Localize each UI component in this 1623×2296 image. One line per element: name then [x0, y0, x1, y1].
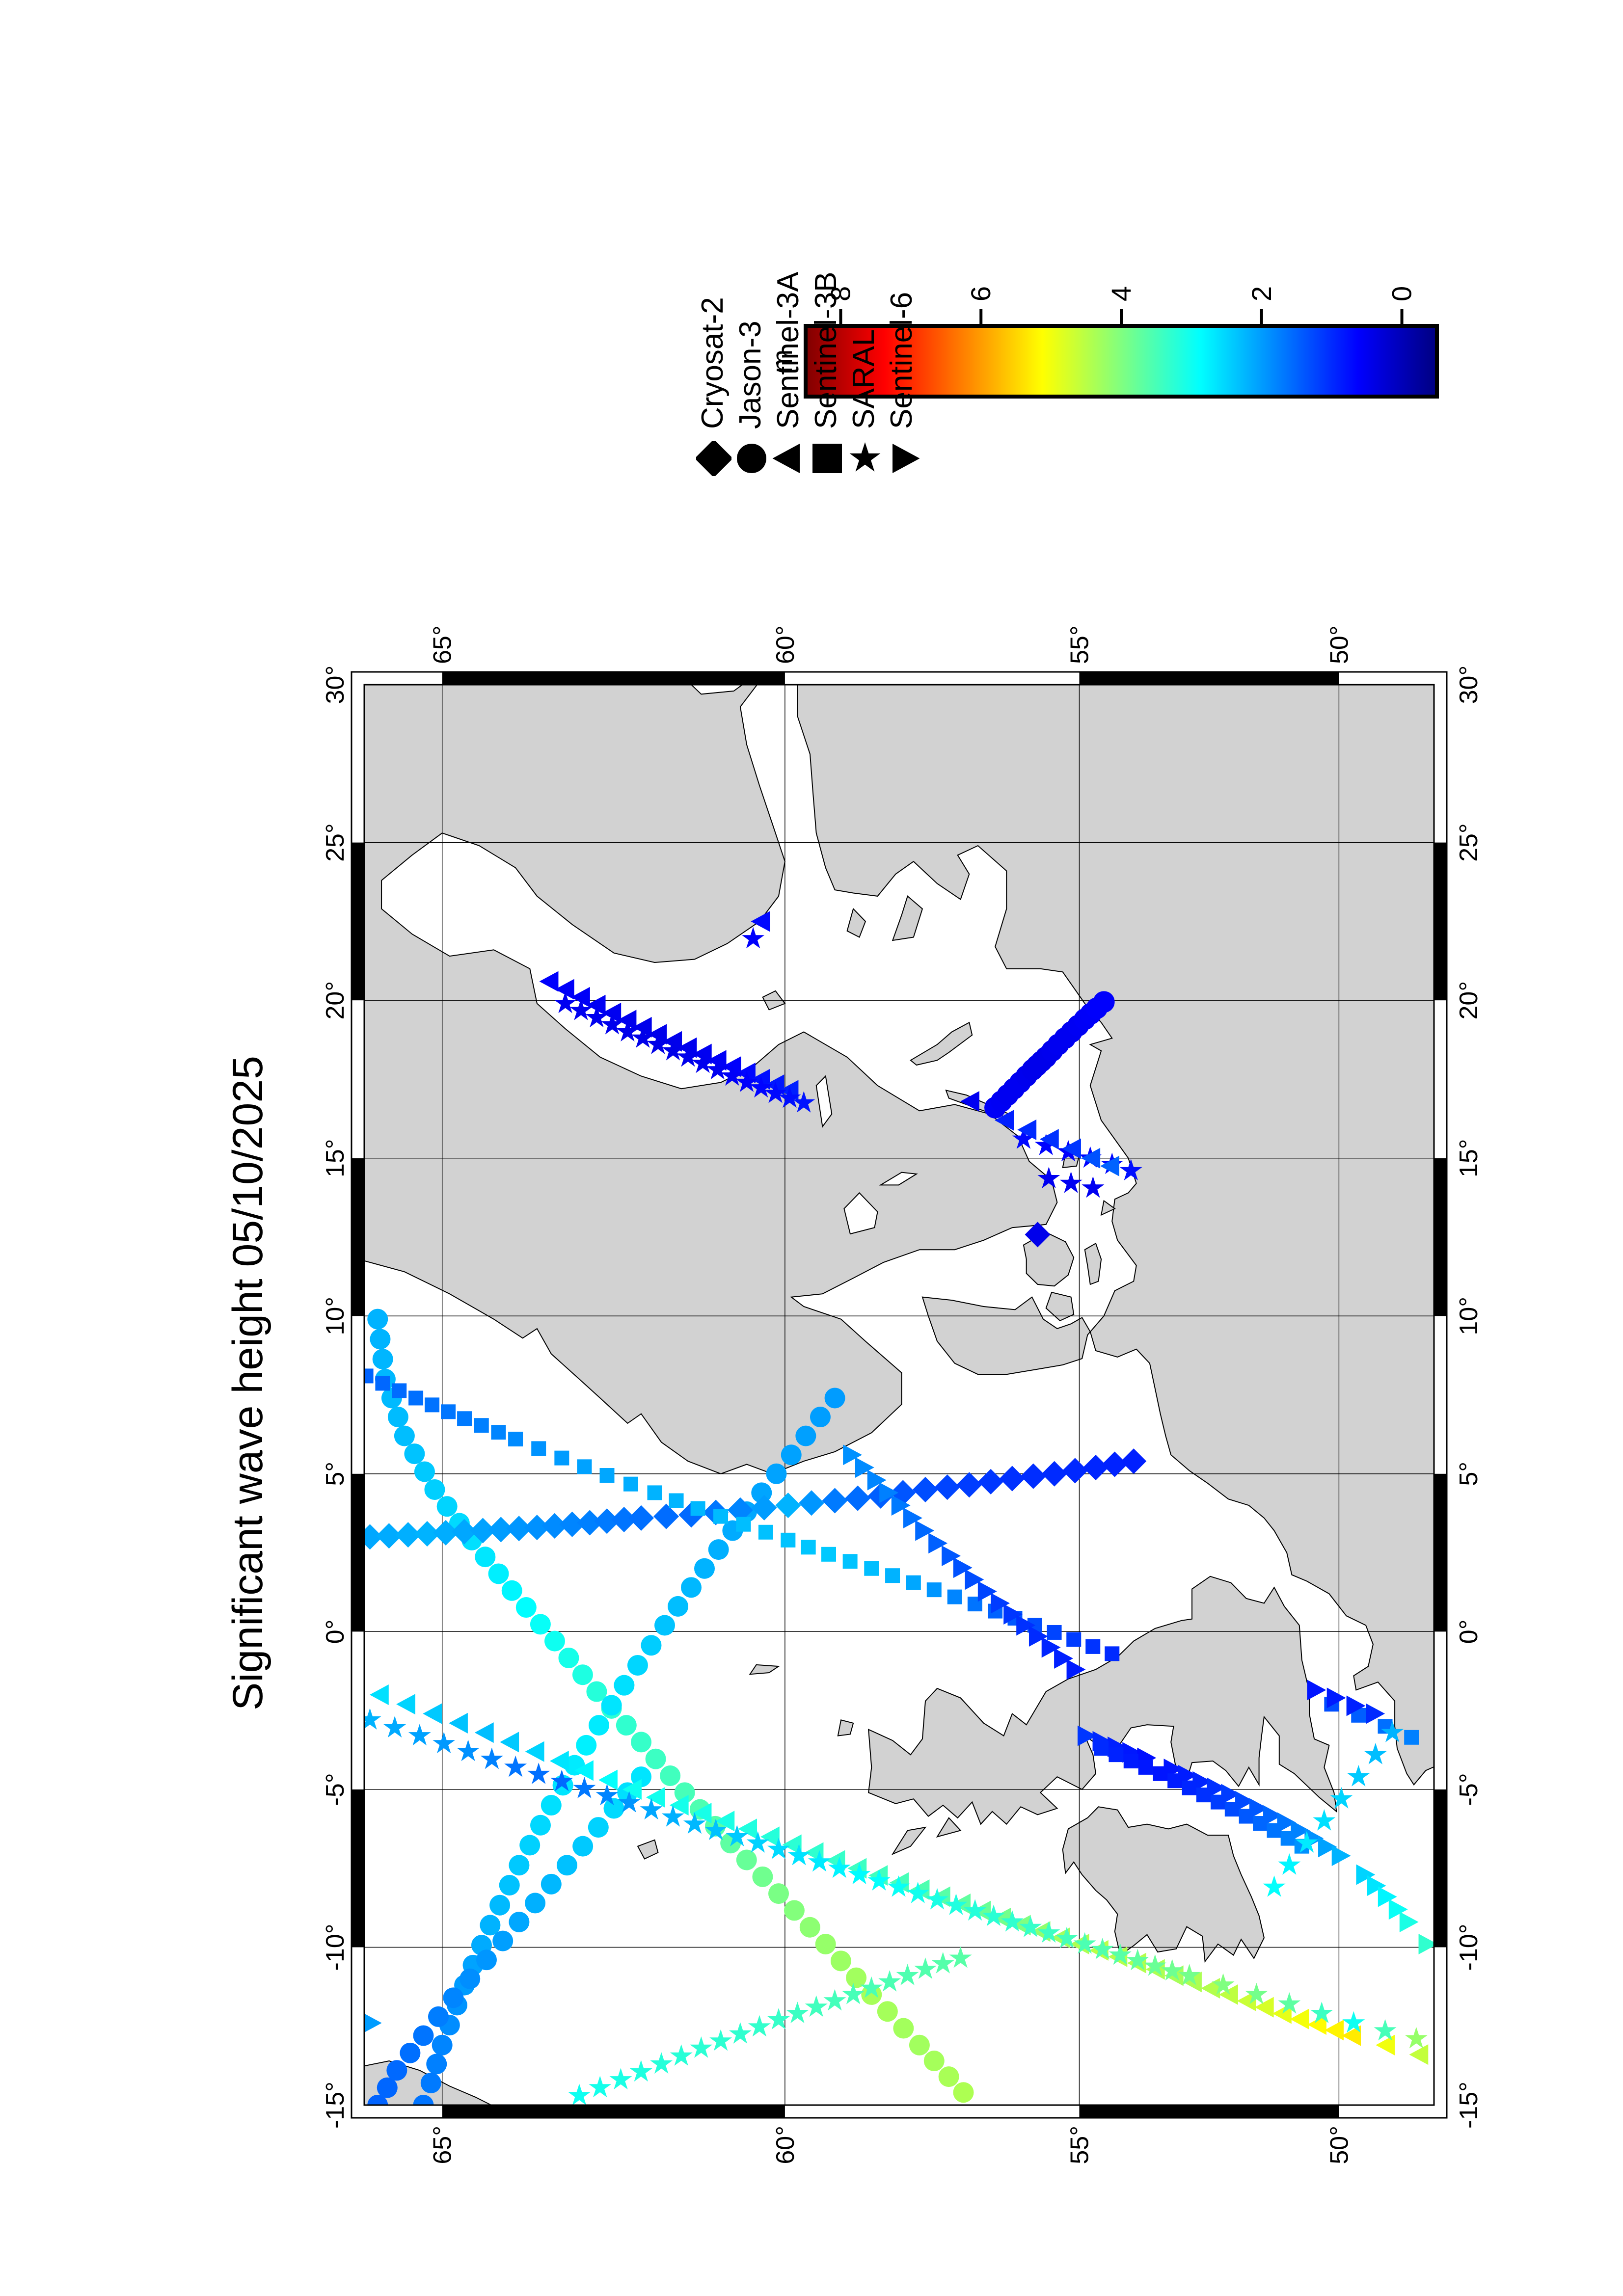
lon-label-bottom: 10°: [1455, 1297, 1483, 1335]
track-saral-10: [554, 991, 815, 1113]
lat-label-left: 65°: [429, 2126, 457, 2164]
track-cryosat2-5: [1025, 1222, 1051, 1248]
track-sentinel6-22: [364, 2012, 382, 2033]
map-frame: [351, 671, 1448, 2119]
lon-label-top: -15°: [321, 2082, 350, 2129]
legend-label: Sentinel-6: [885, 292, 919, 429]
lon-label-top: 20°: [321, 981, 350, 1020]
lon-label-top: 15°: [321, 1139, 350, 1177]
track-sentinel3a-9: [539, 971, 799, 1101]
track-jason3-2: [367, 1766, 652, 2105]
triangle-icon: [893, 444, 920, 473]
circle-icon: [737, 444, 766, 473]
legend-row-sentinel3b: Sentinel-3B: [808, 107, 846, 480]
lat-label-right: 60°: [771, 625, 800, 664]
lon-label-top: -10°: [321, 1923, 350, 1971]
track-saral-15: [568, 1946, 972, 2105]
lat-label-left: 55°: [1065, 2126, 1094, 2164]
legend-label: Sentinel-3B: [809, 271, 843, 429]
track-sentinel6-19: [1307, 1680, 1385, 1724]
legend-row-saral: SARAL: [845, 107, 884, 480]
lon-label-top: 5°: [321, 1462, 350, 1486]
colorbar: 8 6 4 2 0: [804, 286, 1439, 399]
lon-label-bottom: -10°: [1455, 1923, 1483, 1971]
land-gotland: [910, 1021, 973, 1066]
legend-label: Sentinel-3A: [771, 271, 805, 429]
legend-label: Cryosat-2: [696, 297, 730, 429]
lon-label-bottom: 0°: [1455, 1619, 1483, 1644]
land-ruegen: [1100, 1200, 1116, 1216]
land-lewis: [891, 1826, 927, 1855]
land-skye: [936, 1817, 962, 1838]
legend-row-sentinel3a: Sentinel-3A: [770, 107, 808, 480]
track-saral-14: [364, 1708, 1428, 2049]
track-saral-18: [1263, 1720, 1404, 1897]
land-fyn: [1045, 1291, 1075, 1322]
land-shetland: [749, 1664, 780, 1675]
track-saral-12: [742, 927, 765, 949]
land-continent: [797, 685, 1434, 1786]
lon-label-bottom: 25°: [1455, 823, 1483, 862]
land-britain: [867, 1575, 1337, 1825]
lat-label-right: 55°: [1065, 625, 1094, 664]
track-cryosat2-4: [364, 1448, 1147, 1550]
lat-label-right: 65°: [429, 625, 457, 664]
altimeter-tracks: [364, 911, 1434, 2105]
colorbar-tick-label: 2: [1246, 286, 1277, 301]
lon-label-bottom: 20°: [1455, 981, 1483, 1020]
lat-label-left: 50°: [1325, 2126, 1353, 2164]
star-icon: [849, 442, 881, 472]
lon-label-bottom: 30°: [1455, 666, 1483, 704]
land-ireland: [1062, 1806, 1265, 1963]
lake-vanern: [843, 1192, 878, 1235]
land-lolland: [1084, 1242, 1102, 1285]
legend-label: SARAL: [847, 329, 881, 429]
colorbar-tick-label: 8: [825, 286, 856, 301]
land-hiiumaa: [846, 908, 866, 938]
legend-row-cryosat2: Cryosat-2: [694, 107, 732, 480]
land-orkney: [837, 1719, 854, 1736]
satellite-legend: Cryosat-2 Jason-3 Sentinel-3A Sentinel-3…: [344, 107, 920, 480]
lon-label-top: 0°: [321, 1619, 350, 1644]
lake-malaren: [815, 1075, 833, 1128]
track-jason3-3: [984, 991, 1115, 1119]
triangle-icon: [772, 444, 800, 473]
colorbar-tick-label: 4: [1106, 286, 1136, 301]
legend-label: Jason-3: [733, 320, 767, 429]
lon-label-bottom: 15°: [1455, 1139, 1483, 1177]
lon-label-bottom: 5°: [1455, 1462, 1483, 1486]
legend-row-jason3: Jason-3: [732, 107, 770, 480]
land-faroes: [637, 1839, 659, 1860]
land-saaremaa: [892, 895, 923, 941]
track-sentinel6-8: [843, 1444, 1086, 1680]
land-fennoscandia: [364, 685, 1058, 1474]
colorbar-tick-label: 0: [1386, 286, 1417, 301]
lon-label-top: 30°: [321, 666, 350, 704]
square-icon: [812, 444, 842, 473]
colorbar-tick-label: 6: [965, 286, 996, 301]
track-sentinel3a-21: [995, 1110, 1119, 1176]
track-sentinel3b-17: [1094, 1741, 1309, 1854]
lon-label-bottom: -5°: [1455, 1773, 1483, 1806]
axis-labels: 30° 30° 25° 25° 20° 20° 15° 15° 10° 10° 5° 5° 0° 0° -5…: [321, 625, 1483, 2164]
lat-label-right: 50°: [1325, 625, 1353, 664]
lon-label-top: 10°: [321, 1297, 350, 1335]
map-area: [364, 685, 1434, 2105]
figure-title: Significant wave height 05/10/2025: [224, 1056, 271, 1710]
lon-label-top: 25°: [321, 823, 350, 862]
lon-label-top: -5°: [321, 1773, 350, 1806]
legend-row-sentinel6: Sentinel-6: [883, 107, 921, 480]
lat-label-left: 60°: [771, 2126, 800, 2164]
lake-vattern: [879, 1172, 918, 1186]
lon-label-bottom: -15°: [1455, 2082, 1483, 2129]
diamond-icon: [696, 441, 731, 476]
track-sentinel3b-6: [364, 1368, 1120, 1661]
track-sentinel3a-11: [751, 911, 979, 1112]
